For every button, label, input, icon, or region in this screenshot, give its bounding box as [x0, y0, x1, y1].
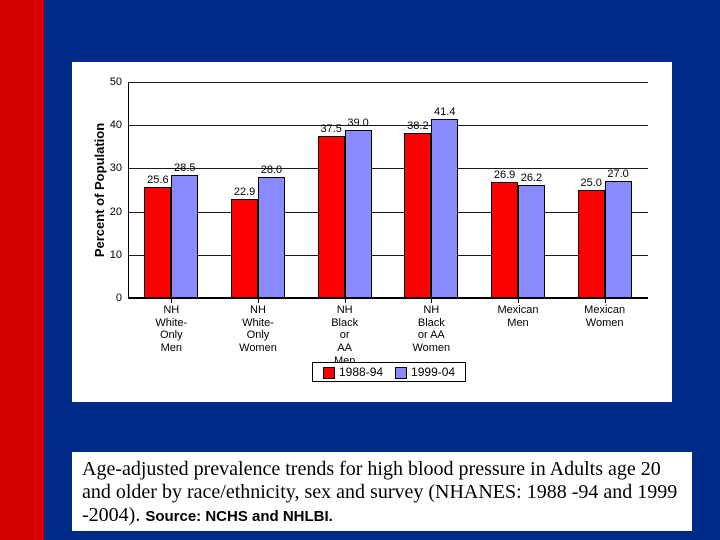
gridline — [128, 212, 648, 213]
gridline — [128, 168, 648, 169]
y-axis-title: Percent of Population — [92, 123, 107, 257]
bar: 22.9 — [231, 199, 258, 298]
bar-value-label: 25.0 — [581, 177, 602, 189]
legend-item: 1999-04 — [395, 365, 455, 379]
x-tick — [431, 298, 432, 303]
legend-swatch — [395, 367, 407, 379]
axis-border — [128, 82, 648, 298]
legend-swatch — [323, 367, 335, 379]
gridline — [128, 125, 648, 126]
bar: 41.4 — [431, 119, 458, 298]
bar-value-label: 39.0 — [347, 117, 368, 129]
bar: 27.0 — [605, 181, 632, 298]
bar-value-label: 22.9 — [234, 186, 255, 198]
category-label: MexicanMen — [498, 304, 539, 329]
legend-label: 1999-04 — [411, 365, 455, 379]
bar-value-label: 28.5 — [174, 162, 195, 174]
caption-source: Source: NCHS and NHLBI. — [145, 508, 333, 525]
category-label: NH Blackor AA Men — [331, 304, 358, 367]
category-label: NH Blackor AAWomen — [412, 304, 450, 355]
legend-label: 1988-94 — [339, 365, 383, 379]
x-tick — [605, 298, 606, 303]
gridline — [128, 298, 648, 299]
caption: Age-adjusted prevalence trends for high … — [72, 452, 692, 531]
category-label: NH White-Only Men — [155, 304, 187, 355]
bar: 26.2 — [518, 185, 545, 298]
bar-group: MexicanWomen25.027.0 — [578, 82, 632, 298]
bar: 25.6 — [144, 187, 171, 298]
x-tick — [258, 298, 259, 303]
y-tick-label: 40 — [110, 119, 122, 131]
x-tick — [171, 298, 172, 303]
bar: 39.0 — [345, 130, 372, 298]
bar-value-label: 28.0 — [261, 164, 282, 176]
bar-group: MexicanMen26.926.2 — [491, 82, 545, 298]
y-tick-label: 20 — [110, 206, 122, 218]
bar: 25.0 — [578, 190, 605, 298]
bar-value-label: 37.5 — [321, 123, 342, 135]
chart-panel: Percent of Population 01020304050NH Whit… — [72, 62, 672, 402]
bar: 26.9 — [491, 182, 518, 298]
bar-value-label: 26.9 — [494, 169, 515, 181]
red-strip — [0, 0, 44, 540]
plot-area: 01020304050NH White-Only Men25.628.5NH W… — [128, 82, 648, 298]
bar-value-label: 27.0 — [607, 168, 628, 180]
bar-group: NH White-Only Men25.628.5 — [144, 82, 198, 298]
y-tick-label: 50 — [110, 76, 122, 88]
bar-value-label: 26.2 — [521, 172, 542, 184]
gridline — [128, 82, 648, 83]
x-tick — [345, 298, 346, 303]
bar: 28.5 — [171, 175, 198, 298]
bar-value-label: 25.6 — [147, 174, 168, 186]
y-tick-label: 10 — [110, 249, 122, 261]
bar-value-label: 41.4 — [434, 106, 455, 118]
category-label: NH White-OnlyWomen — [239, 304, 277, 355]
bar-group: NH Blackor AA Men37.539.0 — [318, 82, 372, 298]
bar: 28.0 — [258, 177, 285, 298]
bar-value-label: 38.2 — [407, 120, 428, 132]
legend: 1988-94 1999-04 — [312, 362, 466, 382]
bar-group: NH Blackor AAWomen38.241.4 — [404, 82, 458, 298]
category-label: MexicanWomen — [584, 304, 625, 329]
bar: 37.5 — [318, 136, 345, 298]
x-tick — [518, 298, 519, 303]
y-tick-label: 30 — [110, 162, 122, 174]
bar-group: NH White-OnlyWomen22.928.0 — [231, 82, 285, 298]
y-tick-label: 0 — [116, 292, 122, 304]
gridline — [128, 255, 648, 256]
legend-item: 1988-94 — [323, 365, 383, 379]
bar: 38.2 — [404, 133, 431, 298]
